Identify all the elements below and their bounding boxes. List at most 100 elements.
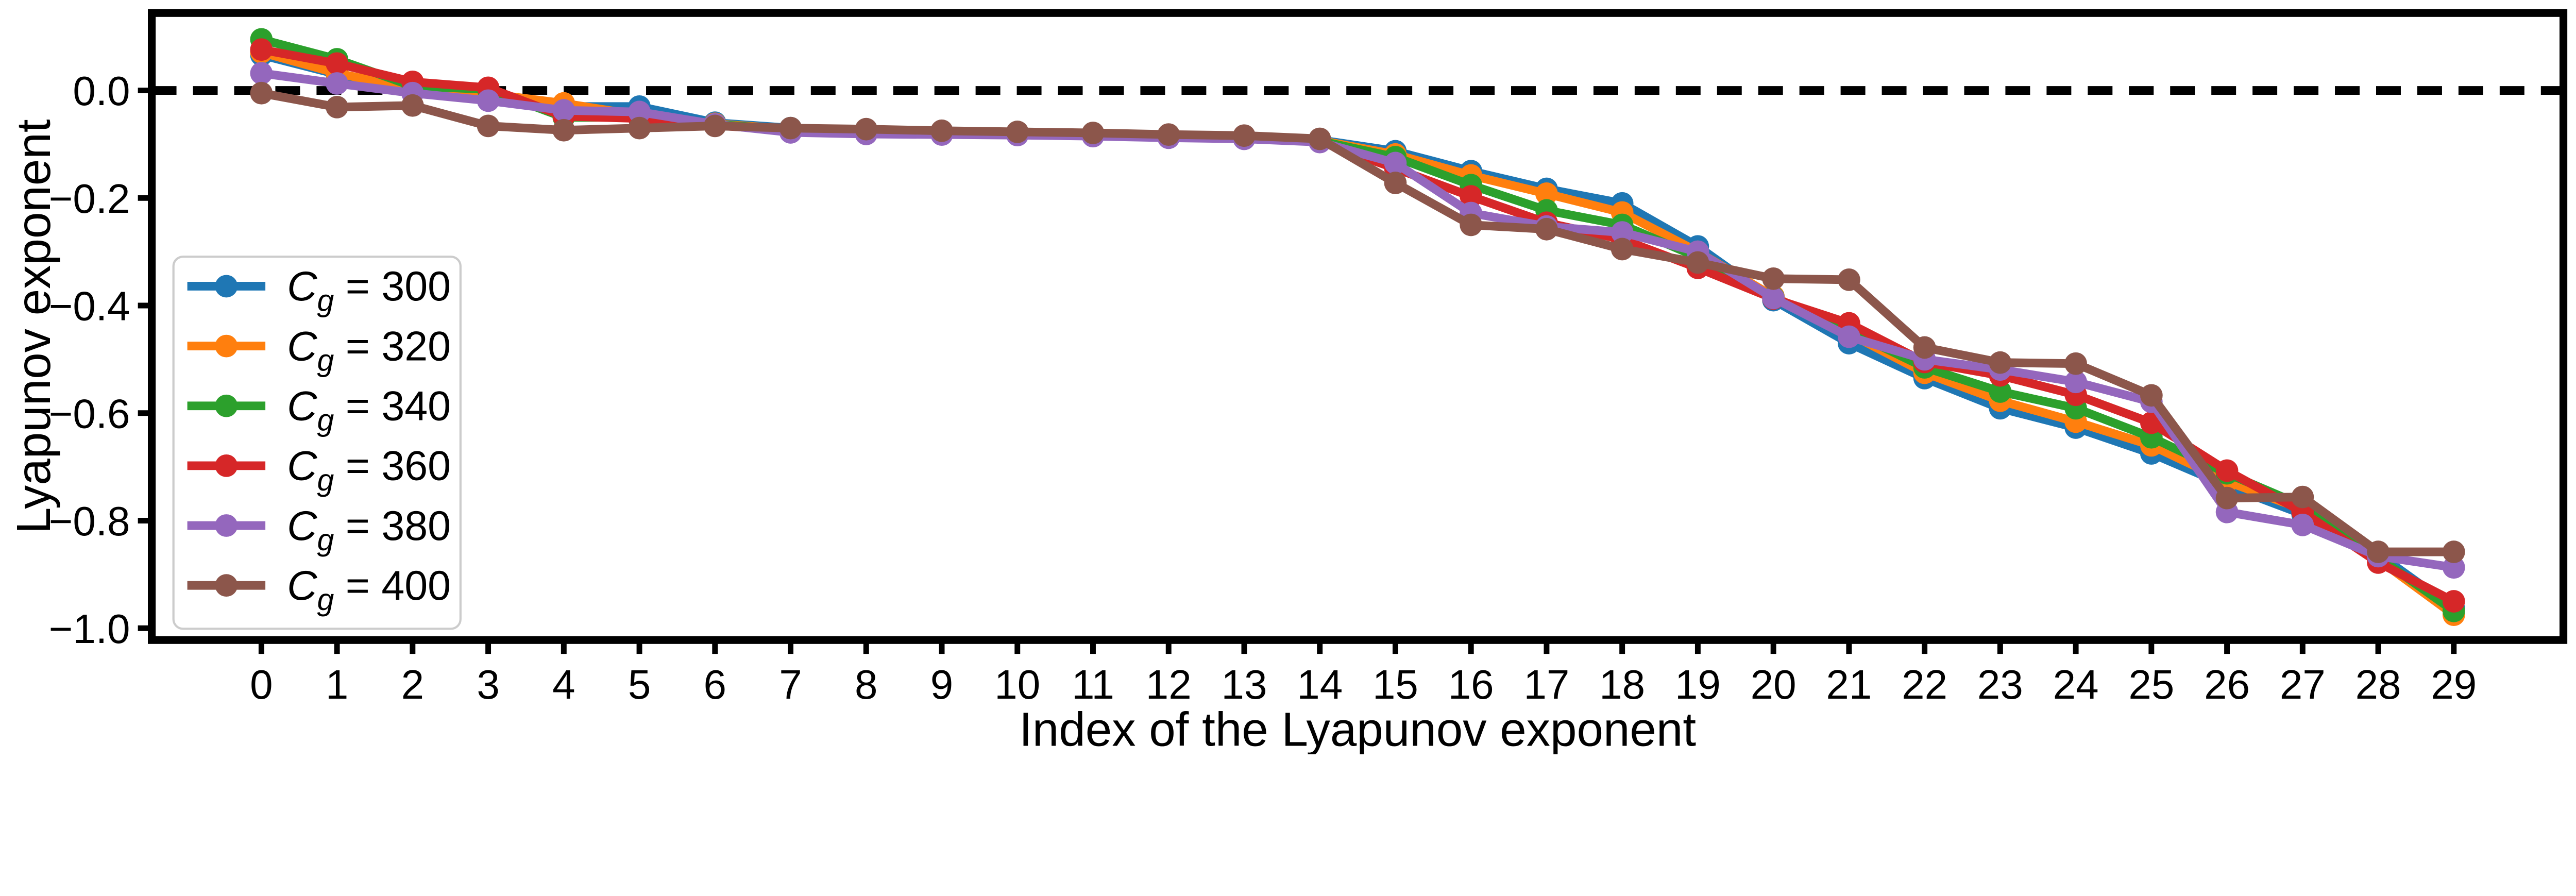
data-point	[779, 116, 802, 140]
x-tick-label: 17	[1523, 662, 1569, 707]
x-tick-label: 27	[2280, 662, 2326, 707]
y-tick-label: −0.2	[49, 176, 130, 222]
x-tick-label: 11	[1072, 662, 1114, 707]
x-tick-label: 7	[779, 662, 802, 707]
x-tick-label: 26	[2204, 662, 2250, 707]
x-tick-label: 14	[1297, 662, 1343, 707]
legend-label: Cg = 340	[287, 383, 451, 437]
data-point	[2291, 513, 2314, 536]
data-point	[1006, 121, 1029, 143]
data-point	[2442, 540, 2465, 563]
x-tick-label: 8	[855, 662, 877, 707]
data-point	[1233, 124, 1256, 147]
x-tick-label: 0	[250, 662, 273, 707]
data-point	[1611, 221, 1634, 244]
data-point	[1081, 122, 1105, 144]
x-tick-label: 22	[1902, 662, 1947, 707]
series-line-c-g-380	[261, 69, 2455, 572]
x-tick-label: 9	[930, 662, 953, 707]
data-point	[401, 94, 424, 117]
series-line-c-g-300	[260, 50, 2456, 612]
legend-entry: Cg = 300	[187, 263, 451, 317]
data-point	[2291, 485, 2314, 509]
data-point	[2215, 459, 2239, 482]
series-c-g-360	[250, 38, 2465, 613]
data-point	[552, 119, 575, 142]
x-tick-label: 1	[326, 662, 348, 707]
legend-entry: Cg = 320	[187, 323, 451, 378]
legend-marker	[215, 454, 238, 477]
legend-marker	[215, 514, 238, 537]
legend-label: Cg = 380	[287, 503, 451, 557]
legend-label: Cg = 300	[287, 263, 451, 317]
x-tick-label: 21	[1826, 662, 1872, 707]
data-point	[1384, 172, 1407, 194]
y-tick-label: −0.6	[49, 391, 130, 436]
data-point	[2215, 486, 2239, 510]
x-tick-label: 25	[2128, 662, 2174, 707]
x-tick-label: 10	[994, 662, 1040, 707]
x-tick-label: 20	[1751, 662, 1797, 707]
data-point	[477, 114, 500, 138]
series-line-c-g-340	[260, 35, 2456, 615]
data-point	[2367, 540, 2389, 563]
legend-entry: Cg = 400	[187, 563, 451, 617]
data-point	[1838, 325, 1860, 348]
data-point	[1762, 267, 1785, 290]
x-tick-label: 23	[1977, 662, 2023, 707]
data-point	[2442, 590, 2465, 613]
x-tick-label: 3	[477, 662, 499, 707]
data-point	[477, 89, 500, 112]
data-point	[2140, 384, 2163, 407]
x-tick-label: 13	[1222, 662, 1267, 707]
x-axis-title: Index of the Lyapunov exponent	[1019, 703, 1696, 754]
data-point	[1460, 213, 1483, 236]
x-tick-label: 2	[401, 662, 424, 707]
data-point	[1762, 286, 1785, 310]
data-point	[1308, 127, 1331, 150]
legend-marker	[215, 334, 238, 358]
y-tick-label: 0.0	[73, 68, 130, 114]
data-point	[1535, 182, 1558, 205]
x-tick-label: 18	[1599, 662, 1645, 707]
x-tick-label: 6	[704, 662, 726, 707]
x-tick-label: 15	[1372, 662, 1418, 707]
lyapunov-exponent-chart: 0 1 2 3 4 5 6 7 8 9 10 11 12 13 14 15 16 17 18 19 20 21 22 23 24…	[6, 9, 2568, 754]
legend-marker	[215, 394, 238, 417]
data-point	[628, 116, 651, 140]
data-point	[1611, 238, 1634, 261]
data-point	[2064, 352, 2087, 375]
data-point	[250, 81, 273, 105]
data-point	[2442, 556, 2465, 579]
legend-marker	[215, 275, 238, 298]
data-point	[1157, 123, 1180, 146]
legend-entry: Cg = 340	[187, 383, 451, 437]
x-tick-label: 12	[1146, 662, 1192, 707]
data-point	[1989, 351, 2012, 374]
x-tick-label: 4	[552, 662, 575, 707]
series-c-g-380	[250, 62, 2465, 579]
y-tick-label: −0.4	[49, 283, 130, 329]
legend-label: Cg = 320	[287, 323, 451, 377]
x-tick-label: 16	[1448, 662, 1494, 707]
y-tick-label: −1.0	[49, 606, 130, 652]
plot-border	[148, 9, 2568, 644]
data-point	[628, 100, 651, 124]
y-axis-title: Lyapunov exponent	[7, 119, 60, 534]
data-point	[930, 119, 953, 142]
y-tick-label: −0.8	[49, 498, 130, 544]
x-tick-label: 24	[2053, 662, 2099, 707]
data-point	[1535, 217, 1558, 241]
data-point	[326, 52, 348, 75]
data-point	[1838, 268, 1860, 291]
data-point	[1913, 336, 1936, 359]
series-line-c-g-320	[260, 48, 2456, 618]
data-point	[326, 72, 348, 95]
figure: 0 1 2 3 4 5 6 7 8 9 10 11 12 13 14 15 16 17 18 19 20 21 22 23 24…	[6, 9, 2568, 754]
series-c-g-400	[250, 81, 2465, 563]
data-point	[250, 38, 273, 61]
x-tick-label: 5	[628, 662, 651, 707]
legend-label: Cg = 360	[287, 443, 451, 497]
data-point	[1460, 185, 1483, 208]
data-point	[1686, 251, 1709, 274]
